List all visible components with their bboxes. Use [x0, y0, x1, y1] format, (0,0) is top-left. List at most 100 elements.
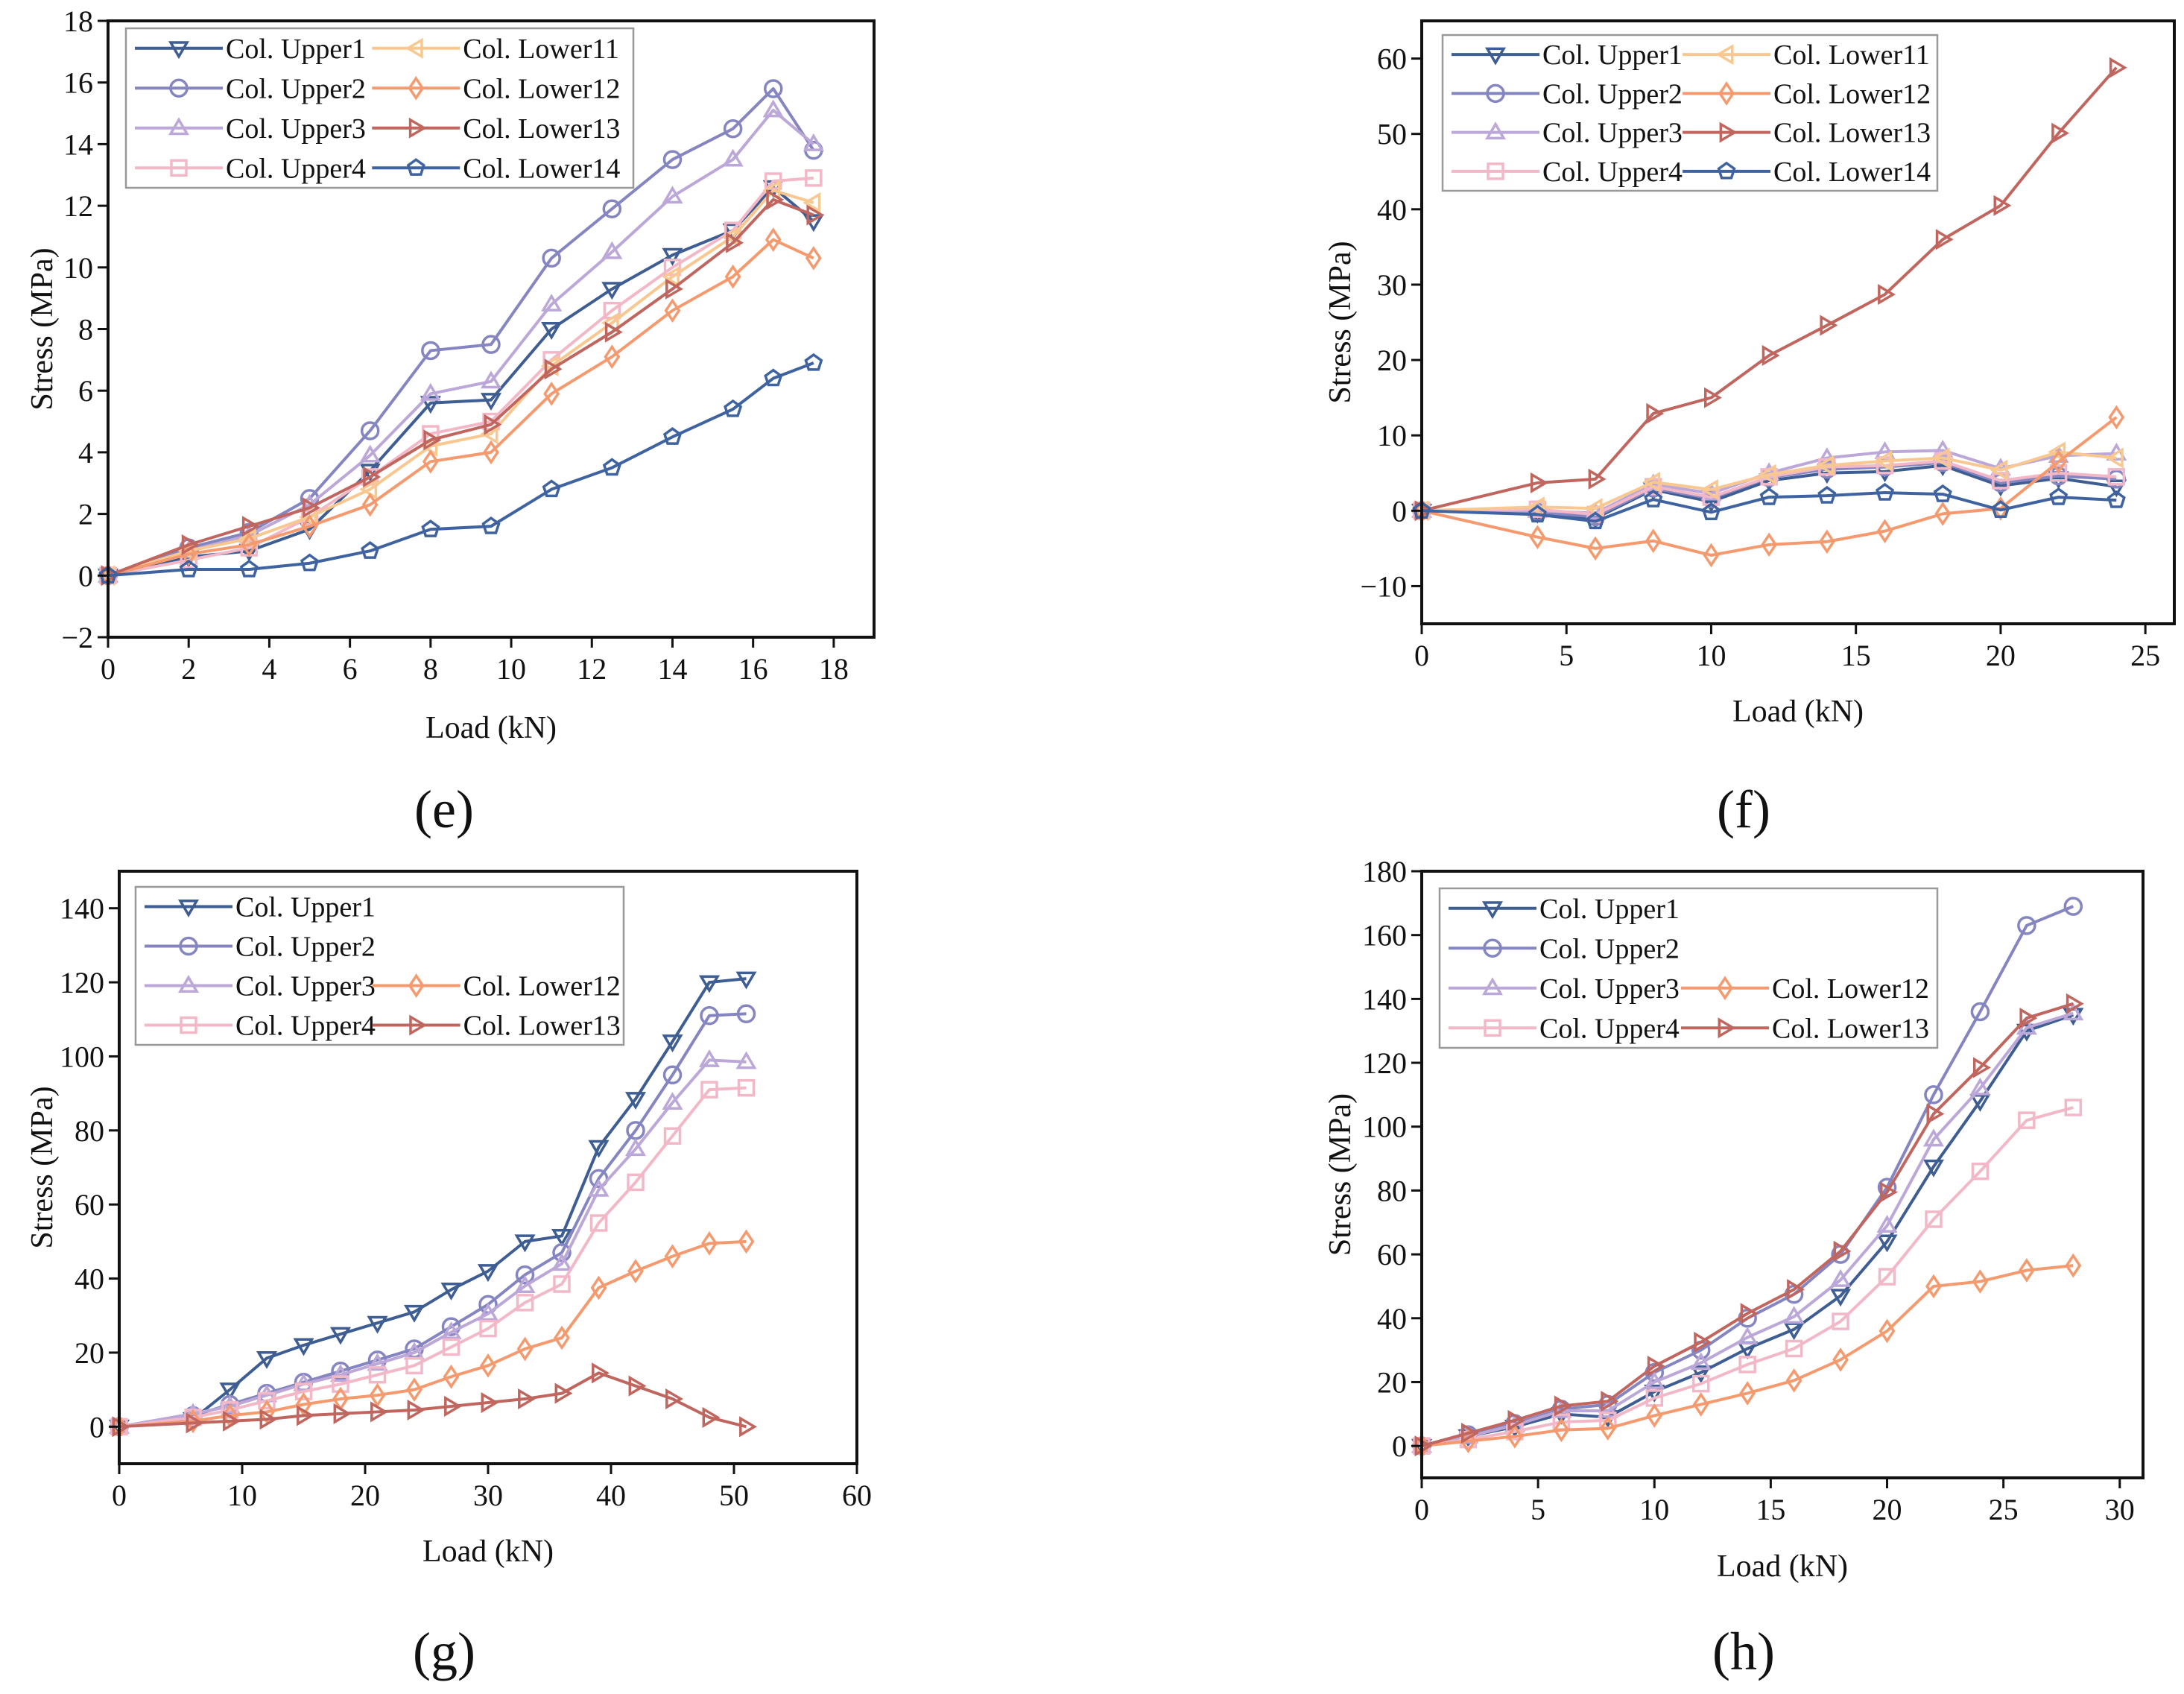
series-col-upper4 [1413, 1099, 2083, 1455]
data-point [1507, 1423, 1523, 1449]
data-point [542, 248, 561, 268]
data-point [805, 246, 822, 271]
legend: Col. Upper1 Col. Upper2 Col. Upper3 Col. Up… [124, 27, 635, 189]
data-point [542, 479, 561, 498]
data-point [2017, 916, 2036, 935]
y-tick-label: 8 [78, 313, 93, 347]
data-point [1876, 1234, 1898, 1253]
data-point [477, 1303, 499, 1321]
data-point [2019, 1008, 2038, 1029]
x-tick-label: 25 [2130, 639, 2160, 672]
chart-panel-f: 0 5 10 15 20 25 −10 0 10 20 30 40 50 60 Load (kN) Stres… [1323, 19, 2176, 839]
data-point [407, 1399, 425, 1421]
data-point [258, 1391, 276, 1410]
data-point [662, 1092, 683, 1110]
legend-marker-icon [408, 75, 425, 101]
legend-label: Col. Upper3 [235, 971, 376, 1002]
data-point [186, 1412, 204, 1434]
data-point [662, 1034, 683, 1053]
data-point [662, 186, 683, 204]
legend-box [124, 27, 635, 189]
data-point [764, 172, 782, 190]
data-point [1880, 1181, 1898, 1203]
data-point [1694, 1331, 1712, 1353]
plot-frame [1420, 870, 2145, 1479]
data-point [219, 1395, 241, 1414]
data-point [1785, 1368, 1802, 1393]
series-line [118, 977, 747, 1429]
legend-marker-icon [177, 900, 200, 917]
legend-entry: Col. Lower14 [1683, 157, 1931, 188]
data-point [359, 444, 381, 463]
y-tick-label: 160 [1362, 919, 1407, 952]
data-point [735, 1051, 757, 1069]
data-point [1785, 1339, 1803, 1358]
series-line [1421, 1002, 2074, 1448]
series-line [118, 1012, 747, 1429]
y-tick-label: 60 [1377, 42, 1407, 76]
data-point [333, 1403, 352, 1424]
data-point [443, 1364, 460, 1389]
legend-label: Col. Upper4 [1542, 157, 1683, 188]
series-col-upper4 [110, 1078, 756, 1436]
data-point [239, 559, 259, 578]
data-point [300, 553, 320, 572]
data-point [1876, 456, 1894, 475]
data-point [1991, 500, 2010, 518]
data-point [256, 1350, 278, 1369]
series-col-upper1 [1411, 1008, 2084, 1457]
x-tick-label: 30 [2105, 1493, 2135, 1526]
data-point [479, 1319, 497, 1338]
data-point [602, 199, 622, 218]
panel-label: (g) [413, 1622, 475, 1681]
data-point [664, 298, 681, 323]
data-point [736, 1004, 756, 1024]
data-point [1526, 496, 1545, 518]
x-tick-label: 30 [473, 1479, 503, 1512]
data-point [2105, 447, 2124, 469]
data-point [293, 1338, 314, 1356]
legend-entry: Col. Upper4 [1449, 1013, 1680, 1044]
legend-entry: Col. Lower14 [372, 153, 620, 184]
legend-entry: Col. Upper3 [1452, 118, 1683, 149]
y-tick-label: 12 [63, 189, 93, 223]
data-point [554, 1325, 570, 1350]
data-point [514, 1275, 536, 1293]
data-point [544, 358, 563, 380]
legend-entry: Col. Upper4 [135, 153, 366, 184]
data-point [420, 396, 441, 414]
series-col-upper3 [108, 1049, 757, 1434]
data-point [185, 1409, 201, 1434]
data-point [662, 247, 683, 266]
legend-marker-icon [409, 1014, 428, 1036]
legend-marker-icon [180, 1016, 197, 1034]
x-tick-label: 6 [343, 652, 358, 686]
data-point [1642, 471, 1661, 493]
legend-label: Col. Lower12 [463, 971, 621, 1002]
data-point [2018, 1258, 2035, 1283]
data-point [1970, 1002, 1990, 1022]
legend-entry: Col. Upper1 [1452, 39, 1683, 71]
legend-label: Col. Upper2 [1539, 933, 1680, 964]
legend-marker-icon [408, 117, 427, 139]
data-point [551, 1228, 573, 1247]
y-tick-label: 40 [75, 1262, 104, 1296]
data-point [480, 1353, 496, 1378]
data-point [2049, 487, 2069, 505]
series-col-lower13 [1414, 993, 2084, 1457]
series-line [1421, 1106, 2074, 1448]
data-point [440, 1321, 462, 1340]
data-point [2064, 1099, 2083, 1116]
series-line [107, 189, 814, 578]
data-point [604, 344, 621, 370]
legend-marker-icon [168, 41, 190, 60]
data-point [241, 532, 258, 557]
x-tick-label: 20 [1986, 639, 2016, 672]
y-tick-label: 6 [78, 374, 93, 408]
series-line [1421, 1264, 2074, 1448]
legend-marker-icon [1484, 47, 1507, 66]
data-point [698, 1049, 721, 1067]
series-line [107, 197, 814, 578]
data-point [480, 370, 502, 389]
legend-entry: Col. Upper4 [145, 1011, 376, 1042]
